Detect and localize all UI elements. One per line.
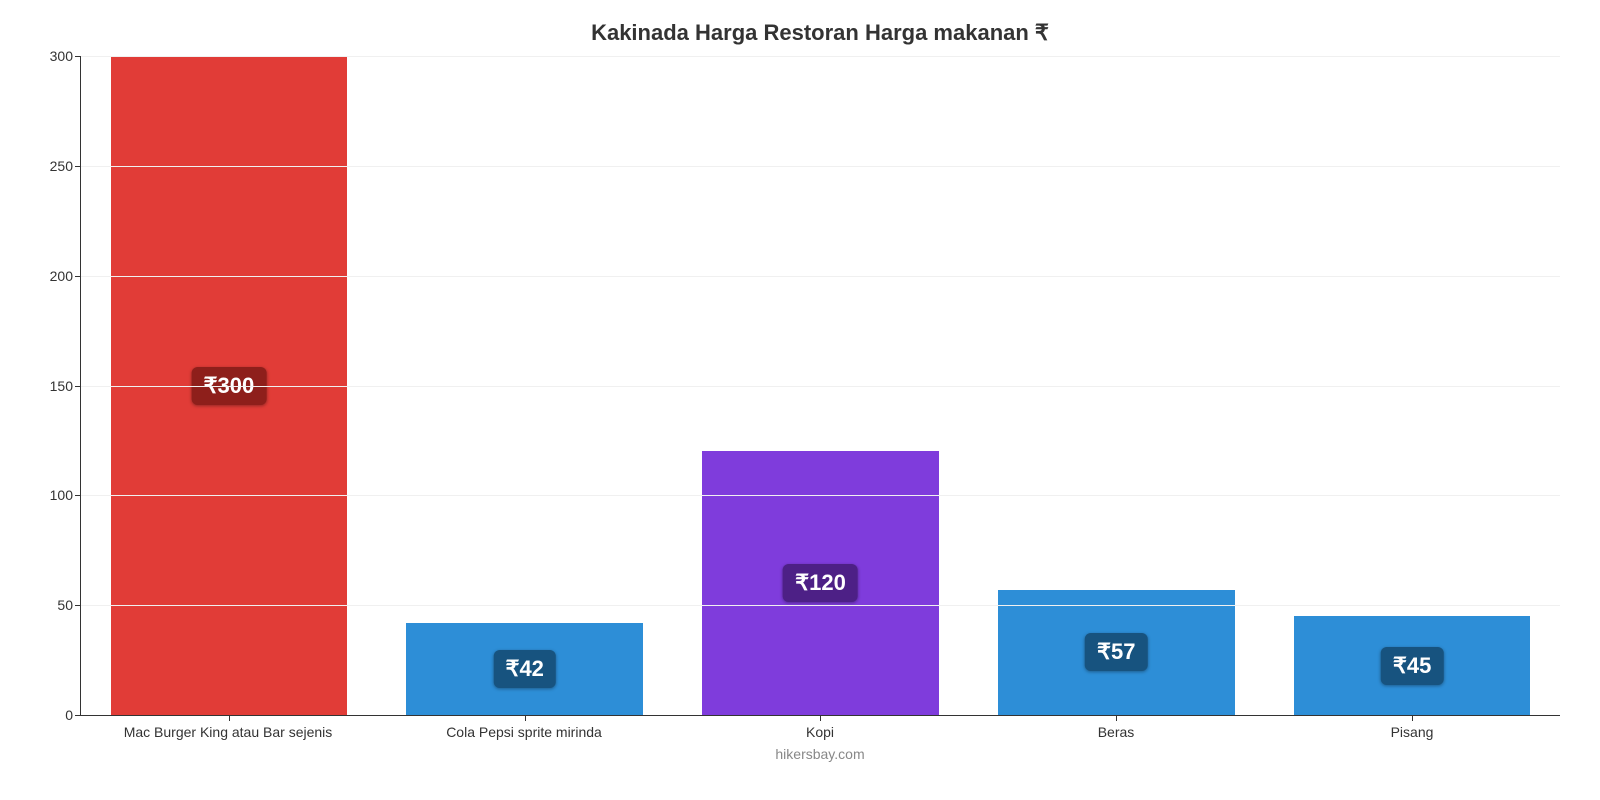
value-badge: ₹45 [1381,647,1443,685]
y-tick-label: 250 [31,158,73,174]
y-tick-mark [75,495,81,496]
y-tick-label: 300 [31,48,73,64]
bar: ₹42 [406,623,643,715]
y-tick-mark [75,166,81,167]
x-tick-mark [820,715,821,721]
y-tick-mark [75,715,81,716]
chart-title: Kakinada Harga Restoran Harga makanan ₹ [80,20,1560,46]
chart-footer: hikersbay.com [80,746,1560,762]
y-tick-mark [75,605,81,606]
y-tick-label: 0 [31,707,73,723]
value-badge: ₹57 [1085,633,1147,671]
grid-line [81,276,1560,277]
bar: ₹45 [1294,616,1531,715]
y-tick-label: 150 [31,378,73,394]
grid-line [81,605,1560,606]
grid-line [81,495,1560,496]
plot-area: ₹300₹42₹120₹57₹45 050100150200250300 [80,56,1560,716]
value-badge: ₹42 [493,650,555,688]
y-tick-label: 200 [31,268,73,284]
bar: ₹57 [998,590,1235,715]
y-tick-mark [75,276,81,277]
x-tick-mark [229,715,230,721]
grid-line [81,56,1560,57]
x-tick-mark [1116,715,1117,721]
chart-container: Kakinada Harga Restoran Harga makanan ₹ … [0,0,1600,800]
grid-line [81,166,1560,167]
grid-line [81,386,1560,387]
x-tick-mark [1412,715,1413,721]
y-tick-label: 50 [31,597,73,613]
y-tick-mark [75,56,81,57]
x-tick-mark [525,715,526,721]
y-tick-mark [75,386,81,387]
value-badge: ₹120 [783,564,858,602]
bar: ₹120 [702,451,939,715]
y-tick-label: 100 [31,487,73,503]
